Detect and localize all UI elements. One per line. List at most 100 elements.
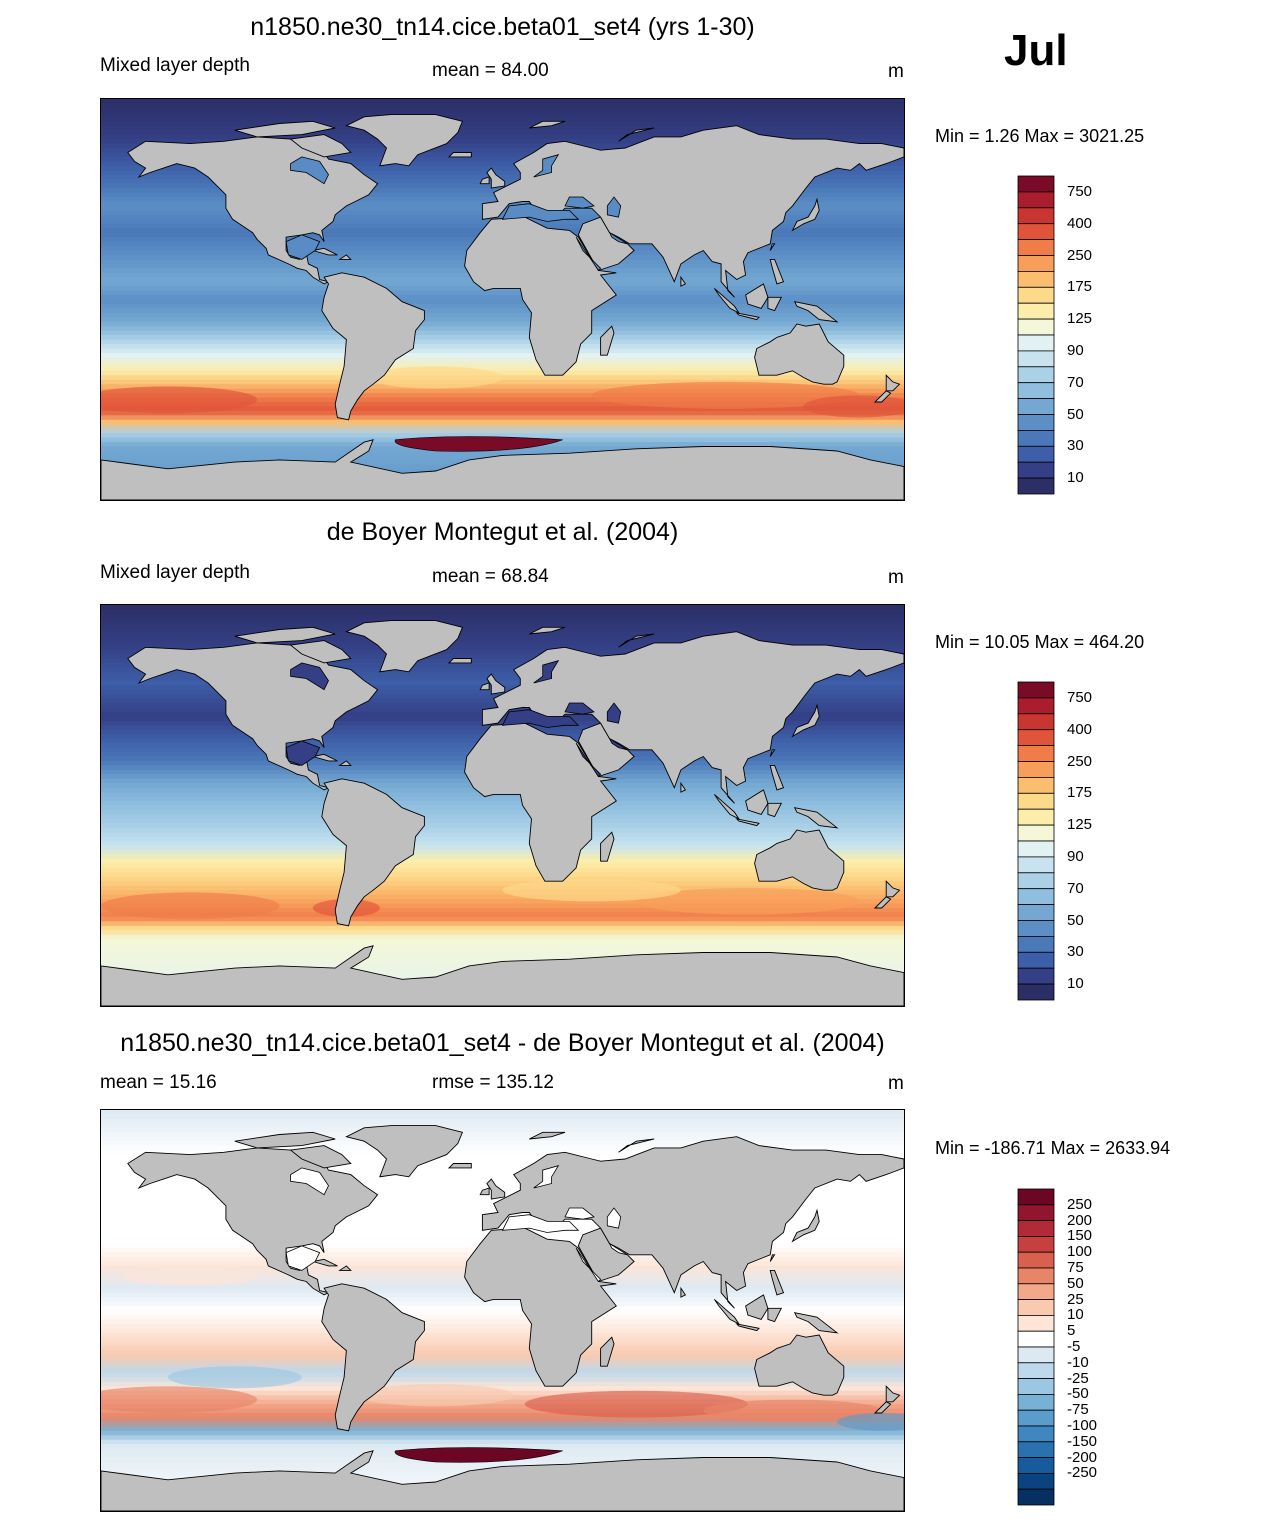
colorbar-label: -200 bbox=[1067, 1448, 1098, 1466]
colorbar-swatch bbox=[1017, 888, 1055, 905]
colorbar-swatch bbox=[1017, 286, 1055, 304]
panel2-colorbar: 750 400 250 175 125 90 70 50 30 10 bbox=[1017, 681, 1137, 1001]
colorbar-label: 50 bbox=[1067, 405, 1084, 423]
colorbar-swatch bbox=[1017, 1283, 1055, 1301]
colorbar-swatch bbox=[1017, 761, 1055, 778]
colorbar-label: 10 bbox=[1067, 975, 1084, 993]
colorbar-label: 10 bbox=[1067, 1306, 1084, 1324]
colorbar-label: 200 bbox=[1067, 1211, 1093, 1229]
panel2-left-label: Mixed layer depth bbox=[100, 562, 250, 583]
panel2-title: de Boyer Montegut et al. (2004) bbox=[326, 518, 679, 546]
colorbar-swatch bbox=[1017, 1346, 1055, 1364]
panel3-unit: m bbox=[888, 1073, 904, 1094]
colorbar-swatch bbox=[1017, 1330, 1055, 1348]
panel1-mean: mean = 84.00 bbox=[432, 60, 549, 81]
colorbar-label: -5 bbox=[1067, 1338, 1081, 1355]
colorbar-swatch bbox=[1017, 429, 1055, 447]
colorbar-label: -50 bbox=[1067, 1385, 1089, 1403]
panel3-mean: mean = 15.16 bbox=[100, 1072, 217, 1093]
colorbar-label: 175 bbox=[1067, 278, 1093, 296]
colorbar-label: 75 bbox=[1067, 1259, 1084, 1276]
panel3-map bbox=[100, 1109, 905, 1512]
colorbar-swatch bbox=[1017, 792, 1055, 810]
colorbar-swatch bbox=[1017, 239, 1055, 256]
panel2-minmax: Min = 10.05 Max = 464.20 bbox=[935, 632, 1145, 652]
colorbar-swatch bbox=[1017, 1362, 1055, 1380]
colorbar-swatch bbox=[1017, 1409, 1055, 1427]
panel2-mean: mean = 68.84 bbox=[432, 566, 549, 587]
colorbar-swatch bbox=[1017, 255, 1055, 272]
colorbar-label: 250 bbox=[1067, 246, 1093, 264]
colorbar-swatch bbox=[1017, 477, 1055, 495]
colorbar-swatch bbox=[1017, 461, 1055, 479]
colorbar-label: 10 bbox=[1067, 469, 1084, 487]
panel1-map bbox=[100, 98, 905, 501]
colorbar-label: 50 bbox=[1067, 911, 1084, 929]
colorbar-label: -75 bbox=[1067, 1401, 1089, 1419]
colorbar-swatch bbox=[1017, 935, 1055, 953]
colorbar-swatch bbox=[1017, 872, 1055, 890]
panel2-map bbox=[100, 604, 905, 1007]
colorbar-swatch bbox=[1017, 856, 1055, 874]
colorbar-swatch bbox=[1017, 318, 1055, 336]
panel3-title: n1850.ne30_tn14.cice.beta01_set4 - de Bo… bbox=[120, 1029, 885, 1057]
colorbar-swatch bbox=[1017, 1472, 1055, 1490]
colorbar-swatch bbox=[1017, 1204, 1055, 1221]
colorbar-label: 30 bbox=[1067, 437, 1084, 455]
colorbar-swatch bbox=[1017, 1299, 1055, 1316]
panel3-rmse: rmse = 135.12 bbox=[432, 1072, 554, 1093]
colorbar-swatch bbox=[1017, 445, 1055, 463]
colorbar-swatch bbox=[1017, 920, 1055, 937]
colorbar-label: -25 bbox=[1067, 1369, 1089, 1387]
panel1-minmax: Min = 1.26 Max = 3021.25 bbox=[935, 126, 1145, 146]
colorbar-label: 70 bbox=[1067, 373, 1084, 391]
colorbar-label: 400 bbox=[1067, 214, 1093, 232]
colorbar-label: 50 bbox=[1067, 1274, 1084, 1292]
colorbar-swatch bbox=[1017, 745, 1055, 762]
colorbar-label: 250 bbox=[1067, 752, 1093, 770]
panel1-title: n1850.ne30_tn14.cice.beta01_set4 (yrs 1-… bbox=[250, 13, 755, 41]
colorbar-swatch bbox=[1017, 175, 1055, 193]
colorbar-swatch bbox=[1017, 681, 1055, 699]
panel2-unit: m bbox=[888, 567, 904, 588]
colorbar-swatch bbox=[1017, 1315, 1055, 1332]
colorbar-label: -10 bbox=[1067, 1353, 1089, 1371]
colorbar-label: 90 bbox=[1067, 847, 1084, 865]
colorbar-swatch bbox=[1017, 840, 1055, 858]
colorbar-label: -150 bbox=[1067, 1432, 1098, 1450]
colorbar-swatch bbox=[1017, 983, 1055, 1001]
month-label: Jul bbox=[1004, 26, 1068, 75]
colorbar-swatch bbox=[1017, 366, 1055, 384]
colorbar-swatch bbox=[1017, 824, 1055, 842]
colorbar-swatch bbox=[1017, 808, 1055, 826]
colorbar-swatch bbox=[1017, 1425, 1055, 1443]
colorbar-swatch bbox=[1017, 223, 1055, 241]
colorbar-swatch bbox=[1017, 1267, 1055, 1285]
colorbar-label: -100 bbox=[1067, 1417, 1098, 1434]
colorbar-swatch bbox=[1017, 1188, 1055, 1206]
colorbar-label: 175 bbox=[1067, 784, 1093, 802]
colorbar-label: 750 bbox=[1067, 182, 1093, 200]
colorbar-label: 125 bbox=[1067, 310, 1093, 328]
colorbar-label: 100 bbox=[1067, 1243, 1093, 1261]
colorbar-swatch bbox=[1017, 398, 1055, 415]
colorbar-swatch bbox=[1017, 414, 1055, 431]
colorbar-swatch bbox=[1017, 382, 1055, 399]
colorbar-swatch bbox=[1017, 350, 1055, 368]
colorbar-label: 150 bbox=[1067, 1227, 1093, 1245]
colorbar-label: 5 bbox=[1067, 1322, 1076, 1340]
colorbar-swatch bbox=[1017, 697, 1055, 715]
colorbar-label: 400 bbox=[1067, 720, 1093, 738]
colorbar-swatch bbox=[1017, 302, 1055, 320]
colorbar-swatch bbox=[1017, 777, 1055, 794]
colorbar-swatch bbox=[1017, 1393, 1055, 1411]
colorbar-label: 30 bbox=[1067, 943, 1084, 961]
colorbar-label: 250 bbox=[1067, 1195, 1093, 1213]
colorbar-label: 90 bbox=[1067, 341, 1084, 359]
colorbar-swatch bbox=[1017, 967, 1055, 985]
colorbar-swatch bbox=[1017, 1488, 1055, 1506]
colorbar-swatch bbox=[1017, 1457, 1055, 1474]
colorbar-swatch bbox=[1017, 1378, 1055, 1395]
panel1-unit: m bbox=[888, 61, 904, 82]
colorbar-swatch bbox=[1017, 1236, 1055, 1253]
